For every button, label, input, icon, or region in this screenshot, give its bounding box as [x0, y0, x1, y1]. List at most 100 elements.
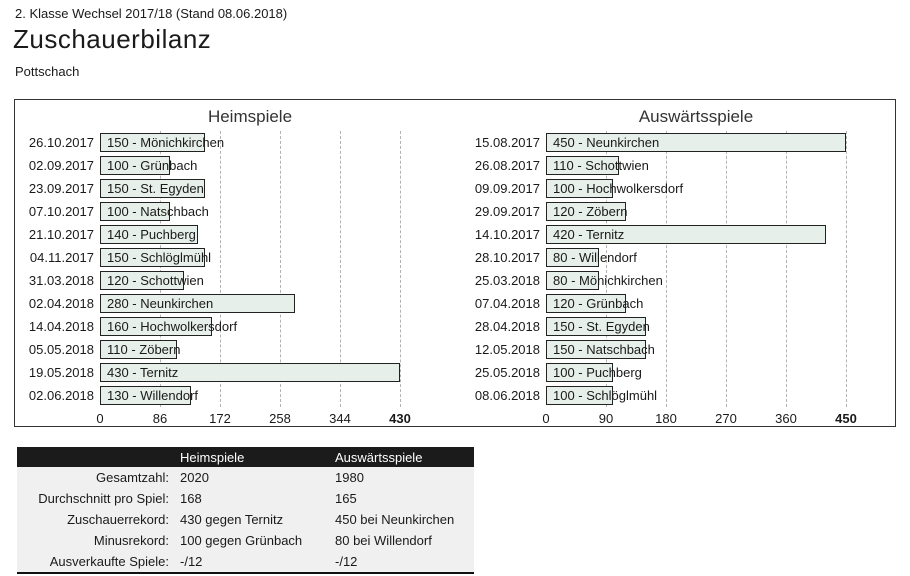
summary-row-zuschauerrekord: Zuschauerrekord: 430 gegen Ternitz 450 b…	[17, 509, 474, 530]
date-label: 15.08.2017	[474, 135, 540, 150]
x-tick-label: 360	[775, 411, 797, 426]
bar-row: 100 - Puchberg	[546, 361, 846, 384]
bar-row: 110 - Schottwien	[546, 154, 846, 177]
date-label: 25.03.2018	[474, 273, 540, 288]
bar-row: 150 - St. Egyden	[546, 315, 846, 338]
bar-label: 160 - Hochwolkersdorf	[107, 319, 238, 334]
bar	[546, 271, 600, 290]
bar	[546, 340, 646, 359]
gridline	[846, 131, 847, 407]
bar-row: 150 - Natschbach	[546, 338, 846, 361]
chart-auswaertsspiele: Auswärtsspiele 15.08.2017 26.08.2017 09.09…	[470, 105, 857, 430]
x-axis: 0 86 172 258 344 430	[96, 410, 410, 430]
bar	[100, 294, 296, 313]
chart-heimspiele: Heimspiele 26.10.2017 02.09.2017 23.09.201…	[24, 105, 411, 430]
x-tick-label: 344	[329, 411, 351, 426]
bar-row: 150 - St. Egyden	[100, 177, 400, 200]
x-tick-label: 0	[542, 411, 550, 426]
heim-value: 100 gegen Grünbach	[180, 533, 303, 548]
heim-value: -/12	[180, 554, 203, 569]
date-label: 12.05.2018	[474, 342, 540, 357]
summary-table-header: Heimspiele Auswärtsspiele	[17, 447, 474, 467]
bar-label: 110 - Zöbern	[107, 342, 181, 357]
bar-row: 160 - Hochwolkersdorf	[100, 315, 400, 338]
league-supertitle: 2. Klasse Wechsel 2017/18 (Stand 08.06.2…	[15, 6, 288, 21]
date-label: 14.10.2017	[474, 227, 540, 242]
x-tick-label: 0	[96, 411, 104, 426]
gridline	[606, 131, 607, 407]
bar-label: 150 - Schlöglmühl	[107, 250, 212, 265]
bar-row: 80 - Willendorf	[546, 246, 846, 269]
date-label: 21.10.2017	[28, 227, 94, 242]
gridline	[400, 131, 401, 407]
bar	[546, 202, 626, 221]
bar-row: 130 - Willendorf	[100, 384, 400, 407]
date-label: 04.11.2017	[29, 250, 94, 265]
aus-value: 1980	[335, 470, 364, 485]
bar-label: 150 - St. Egyden	[553, 319, 650, 334]
plot-area: 150 - Mönichkirchen 100 - Grünbach 150 - S…	[96, 131, 411, 430]
bar-label: 430 - Ternitz	[107, 365, 179, 380]
bar-label: 110 - Schottwien	[553, 158, 649, 173]
bar-label: 450 - Neunkirchen	[553, 135, 660, 150]
bar	[100, 386, 191, 405]
x-tick-label: 430	[389, 411, 411, 426]
date-axis: 15.08.2017 26.08.2017 09.09.2017 29.09.2017…	[470, 131, 546, 430]
summary-table: Heimspiele Auswärtsspiele Gesamtzahl: 20…	[17, 447, 474, 574]
summary-row-ausverkaufte: Ausverkaufte Spiele: -/12 -/12	[17, 551, 474, 572]
date-label: 26.10.2017	[28, 135, 94, 150]
gridlines	[546, 131, 847, 407]
bar-label: 280 - Neunkirchen	[107, 296, 214, 311]
bar-row: 280 - Neunkirchen	[100, 292, 400, 315]
bar	[546, 386, 613, 405]
aus-value: 450 bei Neunkirchen	[335, 512, 455, 527]
bar-label: 100 - Schlöglmühl	[553, 388, 658, 403]
date-label: 08.06.2018	[474, 388, 540, 403]
bar	[100, 225, 198, 244]
heim-value: 2020	[180, 470, 209, 485]
summary-row-gesamtzahl: Gesamtzahl: 2020 1980	[17, 467, 474, 488]
chart-title-heimspiele: Heimspiele	[207, 107, 293, 126]
date-label: 07.04.2018	[474, 296, 540, 311]
bar	[100, 179, 205, 198]
charts-panel: Heimspiele 26.10.2017 02.09.2017 23.09.201…	[14, 99, 896, 427]
date-label: 05.05.2018	[28, 342, 94, 357]
bar	[100, 317, 212, 336]
row-label: Gesamtzahl:	[96, 470, 169, 485]
bar-row: 150 - Schlöglmühl	[100, 246, 400, 269]
date-label: 02.06.2018	[28, 388, 94, 403]
bar-label: 100 - Natschbach	[107, 204, 209, 219]
x-axis: 0 90 180 270 360 450	[542, 410, 856, 430]
summary-table-body: Gesamtzahl: 2020 1980 Durchschnitt pro S…	[17, 467, 474, 572]
bar-row: 100 - Natschbach	[100, 200, 400, 223]
bar	[546, 294, 626, 313]
bar	[546, 179, 613, 198]
date-label: 28.10.2017	[474, 250, 540, 265]
date-axis: 26.10.2017 02.09.2017 23.09.2017 07.10.2017…	[24, 131, 100, 430]
bar-row: 100 - Hochwolkersdorf	[546, 177, 846, 200]
date-label: 23.09.2017	[28, 181, 94, 196]
plot-area: 450 - Neunkirchen 110 - Schottwien 100 - H…	[542, 131, 857, 430]
heim-value: 430 gegen Ternitz	[180, 512, 284, 527]
gridline	[726, 131, 727, 407]
row-label: Zuschauerrekord:	[67, 512, 169, 527]
bar-row: 120 - Grünbach	[546, 292, 846, 315]
date-label: 09.09.2017	[474, 181, 540, 196]
bar-label: 100 - Puchberg	[553, 365, 642, 380]
aus-value: 165	[335, 491, 357, 506]
gridline	[220, 131, 221, 407]
date-label: 25.05.2018	[474, 365, 540, 380]
gridlines	[100, 131, 401, 407]
bar-label: 80 - Willendorf	[553, 250, 637, 265]
header-auswaertsspiele: Auswärtsspiele	[335, 449, 423, 465]
x-tick-label: 180	[655, 411, 677, 426]
date-label: 14.04.2018	[28, 319, 94, 334]
bar-label: 80 - Mönichkirchen	[553, 273, 663, 288]
team-subtitle: Pottschach	[15, 64, 80, 79]
bar	[100, 156, 170, 175]
x-tick-label: 450	[835, 411, 857, 426]
bar-label: 100 - Hochwolkersdorf	[553, 181, 684, 196]
bar-label: 120 - Zöbern	[553, 204, 628, 219]
gridline	[666, 131, 667, 407]
aus-value: 80 bei Willendorf	[335, 533, 432, 548]
